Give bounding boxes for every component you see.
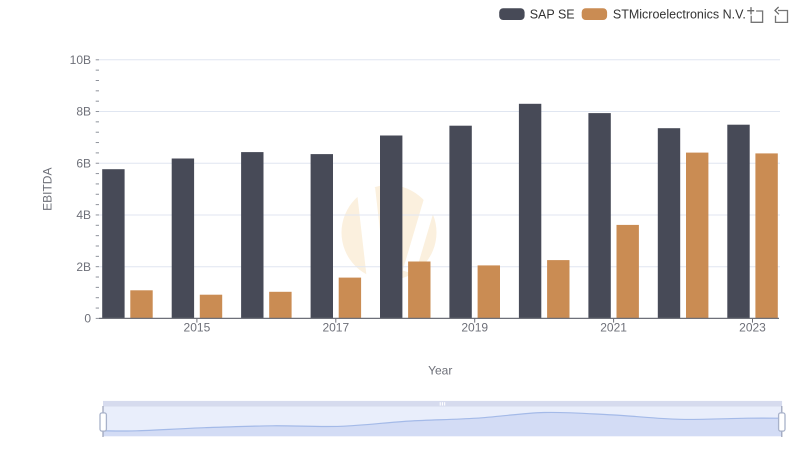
svg-text:4B: 4B: [76, 208, 91, 222]
svg-text:2B: 2B: [76, 260, 91, 274]
svg-text:2015: 2015: [184, 321, 211, 335]
svg-text:2019: 2019: [461, 321, 488, 335]
svg-text:6B: 6B: [76, 156, 91, 170]
svg-text:2021: 2021: [600, 321, 627, 335]
svg-text:SAP SE: SAP SE: [530, 8, 575, 22]
svg-text:Year: Year: [428, 364, 452, 378]
svg-text:0: 0: [84, 312, 91, 326]
svg-text:2023: 2023: [739, 321, 766, 335]
svg-text:10B: 10B: [70, 53, 91, 67]
svg-text:8B: 8B: [76, 105, 91, 119]
svg-text:EBITDA: EBITDA: [41, 168, 55, 211]
svg-text:2017: 2017: [322, 321, 349, 335]
svg-text:STMicroelectronics N.V.: STMicroelectronics N.V.: [613, 8, 746, 22]
